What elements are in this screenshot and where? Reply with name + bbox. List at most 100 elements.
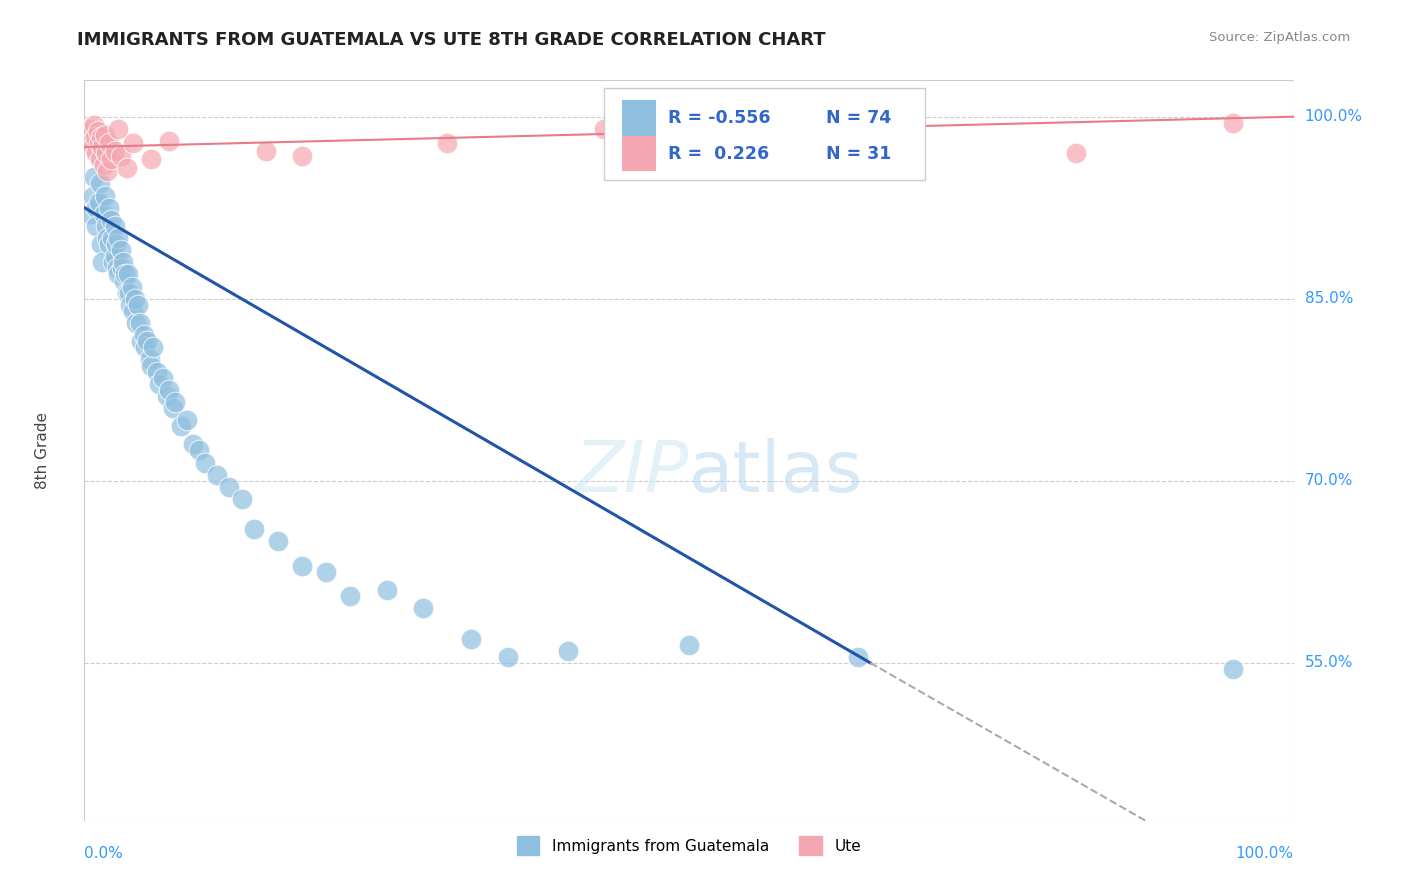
Text: 100.0%: 100.0% <box>1236 846 1294 861</box>
Text: 0.0%: 0.0% <box>84 846 124 861</box>
Point <box>104 219 127 233</box>
Point <box>104 249 127 263</box>
Point <box>90 130 112 145</box>
Point <box>593 121 616 136</box>
Point <box>87 136 110 151</box>
Text: N = 31: N = 31 <box>825 145 891 162</box>
Point <box>107 121 129 136</box>
Point <box>115 285 138 300</box>
Point <box>97 136 120 151</box>
Point <box>1222 116 1244 130</box>
Point <box>114 268 136 282</box>
Point <box>103 255 125 269</box>
Point <box>181 437 204 451</box>
Point <box>121 304 143 318</box>
Point <box>94 219 117 233</box>
Point <box>96 164 118 178</box>
Point <box>291 148 314 162</box>
Point <box>339 589 361 603</box>
Point <box>121 136 143 151</box>
Point <box>105 261 128 276</box>
Bar <box>623 136 657 171</box>
Point <box>96 231 118 245</box>
Point <box>120 298 142 312</box>
Point <box>82 188 104 202</box>
Point <box>291 558 314 573</box>
Point <box>89 177 111 191</box>
Point <box>127 298 149 312</box>
Point <box>846 649 869 664</box>
Point <box>162 401 184 415</box>
Point <box>678 638 700 652</box>
Point <box>83 118 105 132</box>
Point <box>82 140 104 154</box>
Point <box>152 370 174 384</box>
Point <box>79 121 101 136</box>
Text: R = -0.556: R = -0.556 <box>668 109 770 127</box>
Point <box>124 292 146 306</box>
Point <box>155 389 177 403</box>
Point <box>89 152 111 166</box>
Point <box>117 268 139 282</box>
Point <box>79 207 101 221</box>
Point <box>94 128 117 142</box>
Point <box>136 334 159 349</box>
Point <box>112 255 135 269</box>
Point <box>94 146 117 161</box>
Point <box>90 237 112 252</box>
Point <box>242 522 264 536</box>
Point <box>100 212 122 227</box>
Point <box>170 419 193 434</box>
Point <box>557 644 579 658</box>
Point <box>138 352 160 367</box>
Point <box>218 480 240 494</box>
Point <box>87 194 110 209</box>
Point <box>142 340 165 354</box>
Point <box>121 279 143 293</box>
Point <box>110 148 132 162</box>
Point <box>267 534 290 549</box>
Point <box>80 134 103 148</box>
Point <box>104 144 127 158</box>
Text: 85.0%: 85.0% <box>1305 292 1353 306</box>
Point <box>157 383 180 397</box>
Text: 55.0%: 55.0% <box>1305 656 1353 671</box>
FancyBboxPatch shape <box>605 87 925 180</box>
Point <box>100 152 122 166</box>
Point <box>77 128 100 142</box>
Text: N = 74: N = 74 <box>825 109 891 127</box>
Point <box>129 316 152 330</box>
Point <box>118 285 141 300</box>
Point <box>231 491 253 506</box>
Point <box>194 456 217 470</box>
Point <box>148 376 170 391</box>
Point <box>110 243 132 257</box>
Text: ZIP: ZIP <box>575 438 689 508</box>
Point <box>134 340 156 354</box>
Point <box>157 134 180 148</box>
Point <box>496 649 519 664</box>
Point <box>97 237 120 252</box>
Point <box>101 231 124 245</box>
Text: 8th Grade: 8th Grade <box>35 412 49 489</box>
Point <box>315 565 337 579</box>
Text: Source: ZipAtlas.com: Source: ZipAtlas.com <box>1209 31 1350 45</box>
Point <box>84 130 107 145</box>
Point <box>107 268 129 282</box>
Text: IMMIGRANTS FROM GUATEMALA VS UTE 8TH GRADE CORRELATION CHART: IMMIGRANTS FROM GUATEMALA VS UTE 8TH GRA… <box>77 31 825 49</box>
Point <box>132 328 155 343</box>
Text: 70.0%: 70.0% <box>1305 474 1353 488</box>
Point <box>86 146 108 161</box>
Point <box>1064 146 1087 161</box>
Point <box>86 201 108 215</box>
Point <box>107 231 129 245</box>
Point <box>165 395 187 409</box>
Point <box>93 158 115 172</box>
Point <box>146 365 169 379</box>
Point <box>86 124 108 138</box>
Point <box>207 467 229 482</box>
Point <box>104 237 127 252</box>
Point <box>86 219 108 233</box>
Point <box>111 261 134 276</box>
Legend: Immigrants from Guatemala, Ute: Immigrants from Guatemala, Ute <box>510 830 868 861</box>
